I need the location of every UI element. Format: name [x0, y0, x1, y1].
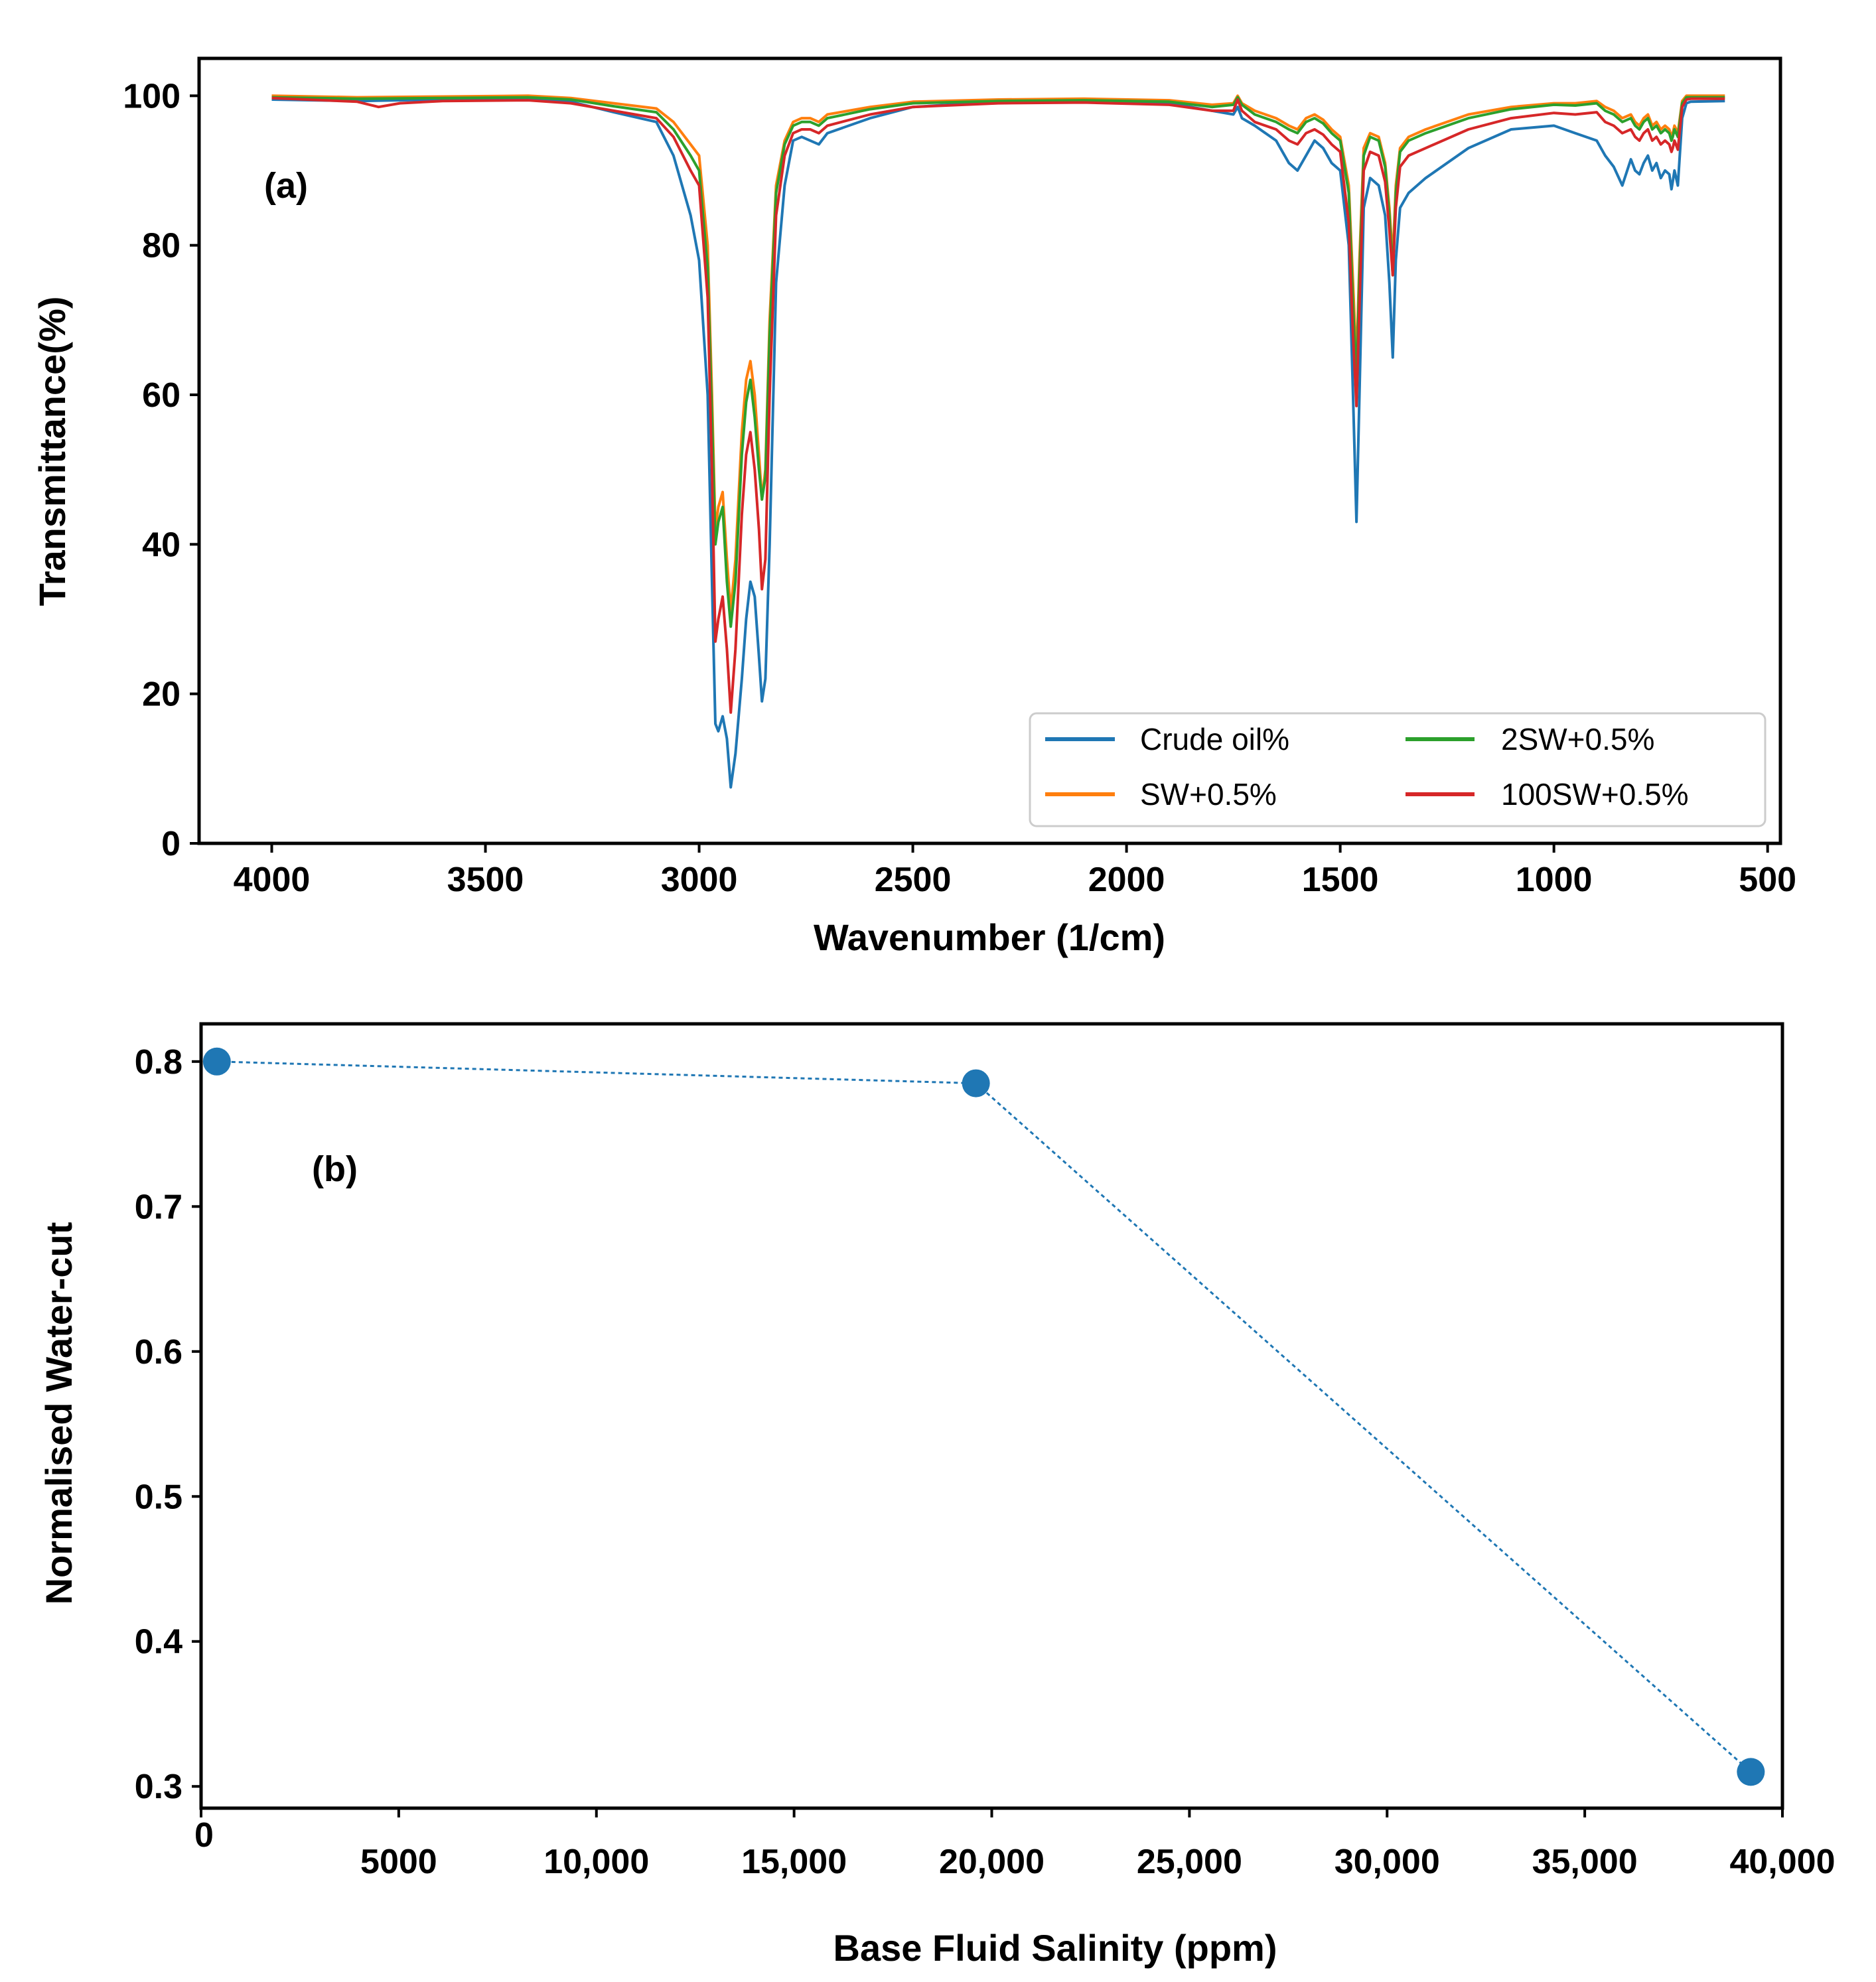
b-y-tick-label-0.7: 0.7: [135, 1188, 182, 1226]
y-tick-label-100: 100: [123, 77, 180, 115]
x-tick-label-1000: 1000: [1516, 861, 1593, 899]
x-tick-label-2000: 2000: [1088, 861, 1165, 899]
panel-a-legend: Crude oil% SW+0.5% 2SW+0.5% 100SW+0.5%: [1029, 712, 1767, 827]
panel-a-x-ticks: 4000 3500 3000 2500 2000 1500 1000 500: [234, 843, 1796, 899]
panel-a-y-ticks: 0 20 40 60 80 100: [123, 77, 199, 863]
series-line-100sw-0-5: [271, 96, 1725, 714]
panel-a-chart: 4000 3500 3000 2500 2000 1500 1000 500 0 20 40 60 8…: [31, 56, 1796, 958]
water-cut-point-2: [962, 1069, 990, 1097]
legend-box: [1029, 712, 1767, 827]
panel-b-y-axis-title: Normalised Water-cut: [38, 1222, 80, 1605]
y-tick-label-60: 60: [142, 376, 180, 415]
y-tick-label-80: 80: [142, 227, 180, 265]
x-tick-label-4000: 4000: [234, 861, 311, 899]
b-x-tick-label-20000: 20,000: [939, 1843, 1045, 1881]
series-line-2sw-0-5: [271, 96, 1725, 628]
x-tick-label-1500: 1500: [1302, 861, 1379, 899]
panel-a-frame: [197, 56, 1782, 845]
legend-label-sw: SW+0.5%: [1140, 777, 1277, 812]
b-x-tick-label-0: 0: [194, 1816, 214, 1855]
b-y-tick-label-0.4: 0.4: [135, 1623, 182, 1662]
panel-b-y-ticks: 0.3 0.4 0.5 0.6 0.7 0.8: [135, 1043, 201, 1806]
panel-a-series-group: [271, 94, 1725, 789]
legend-label-crude-oil: Crude oil%: [1140, 722, 1289, 756]
b-y-tick-label-0.5: 0.5: [135, 1478, 182, 1516]
panel-b-label: (b): [312, 1149, 358, 1189]
panel-a-y-axis-title: Transmittance(%): [31, 297, 73, 606]
legend-label-100sw: 100SW+0.5%: [1501, 777, 1689, 812]
b-y-tick-label-0.6: 0.6: [135, 1333, 182, 1372]
x-tick-label-2500: 2500: [875, 861, 952, 899]
water-cut-point-3: [1737, 1758, 1765, 1786]
panel-b-chart: 0 5000 10,000 15,000 20,000 25,000 30,000 35,00…: [38, 1022, 1836, 1969]
b-x-tick-label-35000: 35,000: [1532, 1843, 1638, 1881]
x-tick-label-500: 500: [1739, 861, 1796, 899]
x-tick-label-3000: 3000: [661, 861, 738, 899]
y-tick-label-20: 20: [142, 675, 180, 714]
x-tick-label-3500: 3500: [447, 861, 524, 899]
legend-label-2sw: 2SW+0.5%: [1501, 722, 1654, 756]
water-cut-point-1: [202, 1047, 231, 1076]
b-x-tick-label-30000: 30,000: [1335, 1843, 1440, 1881]
b-x-tick-label-15000: 15,000: [741, 1843, 847, 1881]
panel-b-series-group: [202, 1047, 1765, 1786]
b-x-tick-label-40000: 40,000: [1729, 1843, 1835, 1881]
panel-b-x-ticks: 0 5000 10,000 15,000 20,000 25,000 30,000 35,00…: [194, 1808, 1836, 1881]
b-y-tick-label-0.8: 0.8: [135, 1043, 182, 1082]
b-x-tick-label-5000: 5000: [360, 1843, 437, 1881]
panel-b-plot-area: [201, 1024, 1782, 1808]
b-x-tick-label-10000: 10,000: [543, 1843, 649, 1881]
series-line-crude-oil: [271, 97, 1725, 789]
y-tick-label-40: 40: [142, 526, 180, 564]
b-y-tick-label-0.3: 0.3: [135, 1768, 182, 1806]
panel-b-x-axis-title: Base Fluid Salinity (ppm): [833, 1927, 1277, 1969]
panel-a-label: (a): [264, 166, 308, 206]
y-tick-label-0: 0: [161, 825, 180, 863]
b-x-tick-label-25000: 25,000: [1137, 1843, 1242, 1881]
panel-a-x-axis-title: Wavenumber (1/cm): [814, 916, 1165, 958]
